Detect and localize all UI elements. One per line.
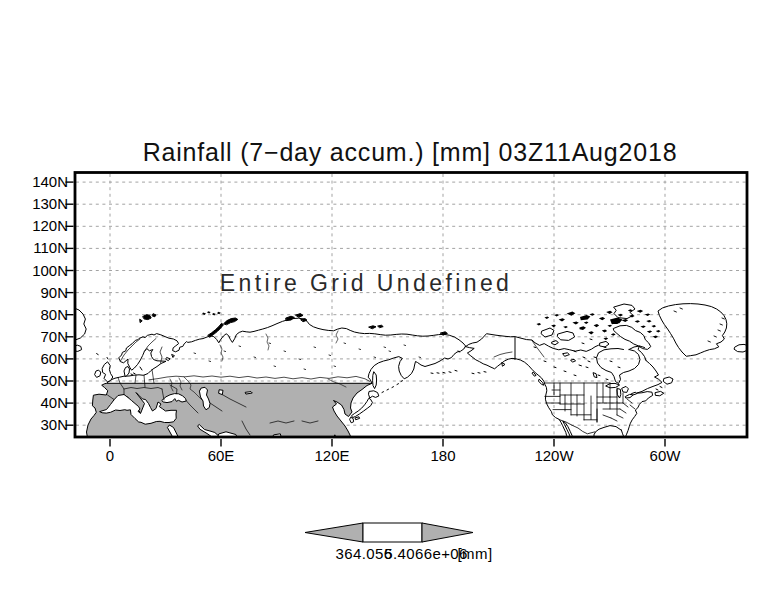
- land-shading: [87, 383, 373, 438]
- x-tick-label: 0: [106, 448, 114, 464]
- y-tick-label: 90N: [20, 285, 68, 301]
- y-tick-label: 120N: [20, 218, 68, 234]
- x-tick-label: 180: [430, 448, 455, 464]
- colorbar: [305, 523, 473, 542]
- undefined-grid-annotation: Entire Grid Undefined: [220, 270, 513, 297]
- y-tick-label: 30N: [20, 417, 68, 433]
- y-tick-label: 110N: [20, 240, 68, 256]
- colorbar-tick-label: 5.4066e+06: [384, 545, 468, 562]
- plot-canvas: [0, 0, 784, 612]
- us-state-borders: [545, 383, 636, 434]
- y-tick-label: 80N: [20, 307, 68, 323]
- map-layer: [74, 304, 748, 438]
- y-tick-label: 60N: [20, 351, 68, 367]
- x-tick-label: 120W: [534, 448, 573, 464]
- y-tick-label: 130N: [20, 196, 68, 212]
- y-tick-label: 40N: [20, 395, 68, 411]
- y-tick-label: 100N: [20, 263, 68, 279]
- y-tick-label: 50N: [20, 373, 68, 389]
- y-tick-label: 140N: [20, 174, 68, 190]
- y-tick-label: 70N: [20, 329, 68, 345]
- colorbar-unit-label: [mm]: [458, 545, 493, 562]
- x-tick-label: 60E: [208, 448, 235, 464]
- plot-title: Rainfall (7−day accum.) [mm] 03Z11Aug201…: [143, 138, 678, 167]
- x-tick-label: 120E: [314, 448, 349, 464]
- x-tick-label: 60W: [650, 448, 681, 464]
- grads-plot-page: { "title": "Rainfall (7−day accum.) [mm]…: [0, 0, 784, 612]
- coastlines-america: [431, 304, 727, 438]
